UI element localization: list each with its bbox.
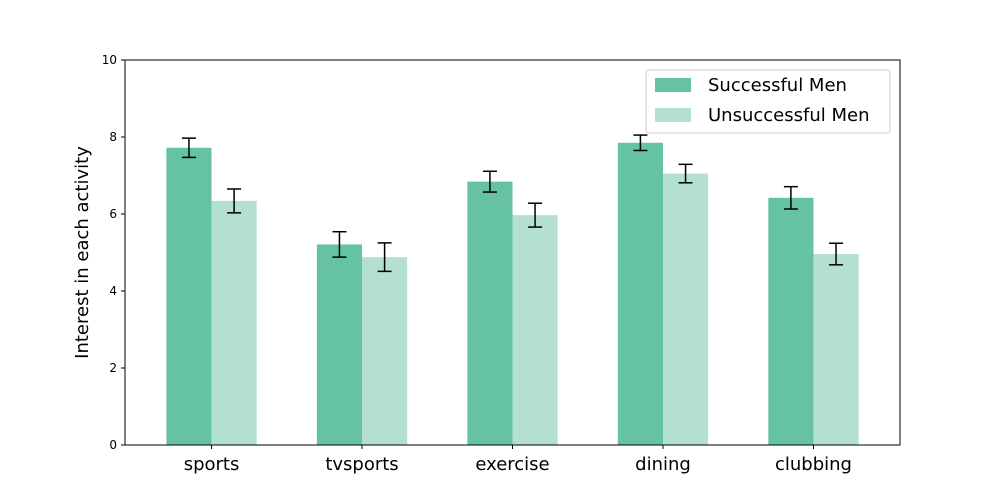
error-bar-unsuccessful-men-exercise [528,202,543,228]
error-bar-successful-men-clubbing [783,185,798,210]
y-tick-label: 10 [102,53,117,67]
y-tick-label: 6 [109,207,117,221]
legend-frame [645,69,891,134]
y-tick-label: 8 [109,130,117,144]
error-bar-unsuccessful-men-sports [227,188,242,214]
error-bars-layer [181,134,844,273]
error-bar-successful-men-sports [181,137,196,159]
error-bar-unsuccessful-men-tvsports [377,242,392,273]
y-tick-label: 2 [109,361,117,375]
error-bar-successful-men-tvsports [332,230,347,258]
bar-unsuccessful-men-clubbing [813,254,859,445]
error-bar-successful-men-dining [633,134,648,152]
x-tick-label-clubbing: clubbing [775,454,852,475]
bar-successful-men-dining [617,142,663,445]
error-bar-unsuccessful-men-dining [678,163,693,184]
error-bar-unsuccessful-men-clubbing [829,242,844,266]
legend-label-unsuccessful-men: Unsuccessful Men [708,105,869,126]
bar-successful-men-sports [166,147,212,445]
bar-successful-men-exercise [467,181,513,445]
x-tick-label-dining: dining [635,454,691,475]
bar-successful-men-tvsports [316,244,363,445]
x-tick-label-tvsports: tvsports [325,454,398,475]
x-tick-label-sports: sports [184,454,240,475]
error-bar-successful-men-exercise [482,170,497,193]
bar-unsuccessful-men-exercise [512,215,558,445]
bar-unsuccessful-men-sports [211,200,257,445]
y-axis-ticks: 0 2 4 6 8 10 [102,53,125,452]
x-axis-ticks: sports tvsports exercise dining clubbing [184,445,852,475]
bar-unsuccessful-men-tvsports [362,257,408,445]
x-tick-label-exercise: exercise [475,454,549,475]
bar-successful-men-clubbing [768,197,814,445]
legend-swatch-unsuccessful-men [655,108,691,122]
bars-layer [166,142,859,445]
legend-label-successful-men: Successful Men [708,75,847,96]
legend-swatch-successful-men [655,78,691,92]
y-tick-label: 0 [109,438,117,452]
legend: Successful Men Unsuccessful Men [645,69,891,134]
y-axis-label: Interest in each activity [72,146,93,359]
bar-unsuccessful-men-dining [662,173,709,445]
y-tick-label: 4 [109,284,117,298]
